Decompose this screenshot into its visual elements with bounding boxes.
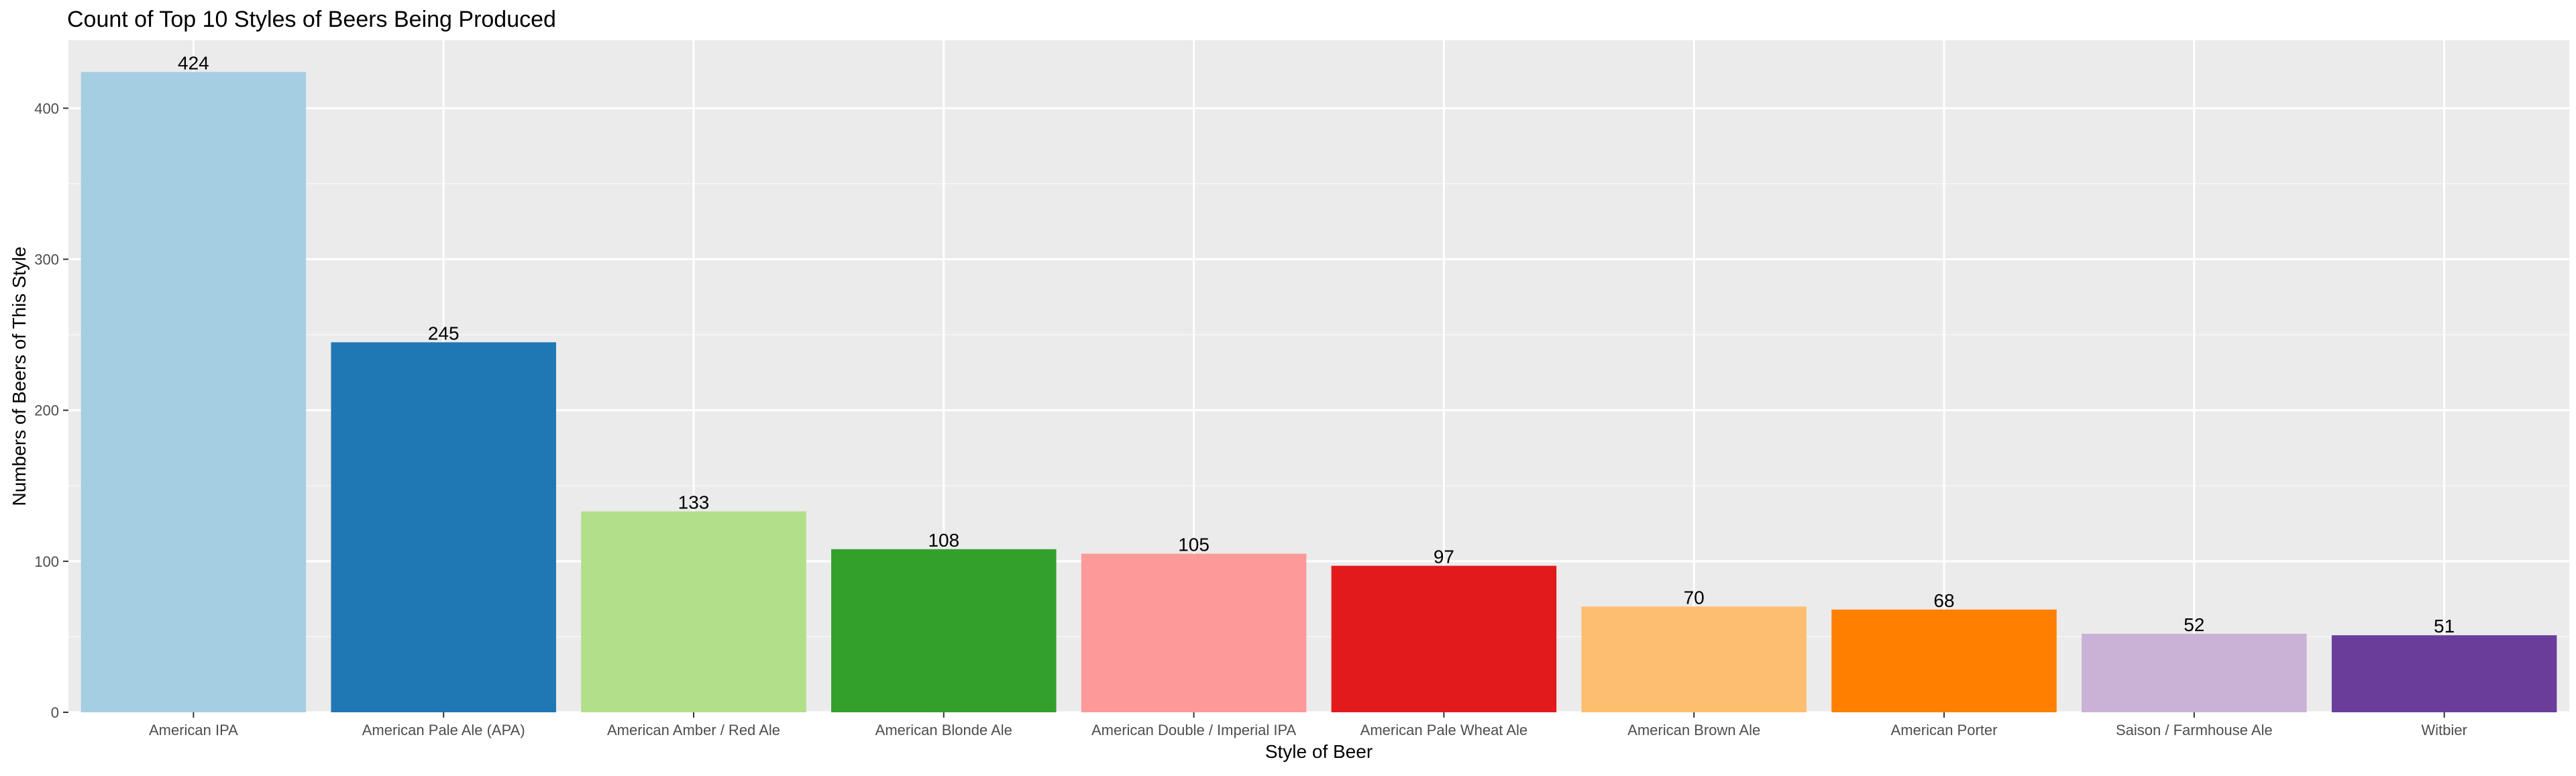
bar (1331, 565, 1557, 712)
data-label: 424 (178, 52, 209, 73)
data-label: 51 (2434, 616, 2455, 636)
data-label: 97 (1434, 547, 1454, 567)
x-tick-label: Saison / Farmhouse Ale (2116, 722, 2273, 738)
y-tick-label: 100 (34, 553, 59, 570)
x-tick-label: American Pale Ale (APA) (362, 722, 525, 738)
bar (581, 511, 806, 712)
bar (2082, 633, 2307, 712)
bar (2331, 635, 2557, 712)
y-tick-label: 400 (34, 100, 59, 117)
data-label: 105 (1178, 535, 1210, 555)
bar (1081, 553, 1307, 712)
y-tick-label: 200 (34, 402, 59, 419)
bar (1581, 606, 1807, 712)
x-tick-label: Witbier (2421, 722, 2467, 738)
data-label: 133 (678, 492, 710, 513)
bars (80, 72, 2557, 713)
y-axis: 0 100 200 300 400 (34, 100, 68, 721)
bar (831, 549, 1057, 712)
x-tick-label: American IPA (149, 722, 238, 738)
data-labels: 424 245 133 108 105 97 70 68 52 51 (178, 52, 2455, 636)
x-axis-title: Style of Beer (1265, 741, 1373, 762)
data-label: 68 (1933, 590, 1954, 611)
x-tick-label: American Brown Ale (1627, 722, 1760, 738)
data-label: 108 (928, 530, 959, 551)
bar (1831, 609, 2057, 712)
y-tick-label: 300 (34, 251, 59, 268)
x-tick-label: American Blonde Ale (875, 722, 1012, 738)
bar (331, 342, 556, 713)
y-axis-title: Numbers of Beers of This Style (9, 247, 30, 506)
data-label: 70 (1684, 587, 1705, 608)
x-tick-label: American Porter (1891, 722, 1998, 738)
data-label: 52 (2184, 614, 2204, 635)
bar (80, 72, 307, 712)
x-tick-label: American Double / Imperial IPA (1091, 722, 1297, 738)
data-label: 245 (428, 323, 460, 343)
x-tick-label: American Pale Wheat Ale (1360, 722, 1527, 738)
x-tick-label: American Amber / Red Ale (607, 722, 780, 738)
x-axis: American IPA American Pale Ale (APA) Ameri… (149, 712, 2467, 738)
chart-title: Count of Top 10 Styles of Beers Being Pr… (67, 7, 556, 32)
y-tick-label: 0 (51, 704, 59, 721)
